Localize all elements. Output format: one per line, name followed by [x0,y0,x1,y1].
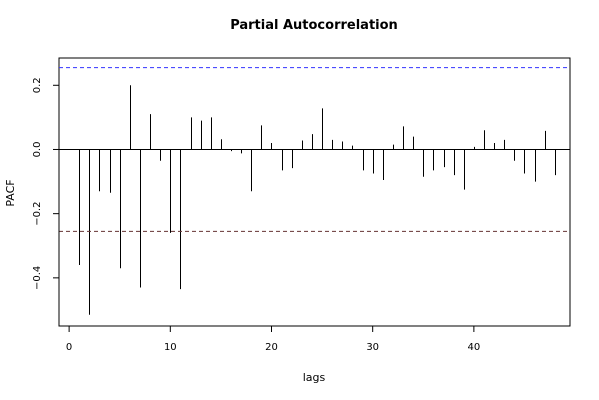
x-axis: 0 10 20 30 40 [66,325,481,353]
chart-title: Partial Autocorrelation [230,18,398,33]
y-tick-label-2: 0.0 [32,142,43,158]
y-tick-label-1: −0.2 [32,202,43,226]
x-tick-label-20: 20 [265,342,278,353]
x-tick-label-10: 10 [164,342,177,353]
x-axis-label: lags [303,371,326,384]
confidence-bounds [59,67,570,232]
y-axis-label: PACF [4,179,17,206]
x-tick-label-40: 40 [468,342,481,353]
y-tick-label-0: −0.4 [32,266,43,290]
x-tick-label-30: 30 [366,342,379,353]
plot-frame [58,57,571,327]
y-axis: −0.4 −0.2 0.0 0.2 [32,77,60,290]
y-tick-label-3: 0.2 [32,77,43,93]
x-tick-label-0: 0 [66,342,72,353]
bars-group [59,85,570,315]
